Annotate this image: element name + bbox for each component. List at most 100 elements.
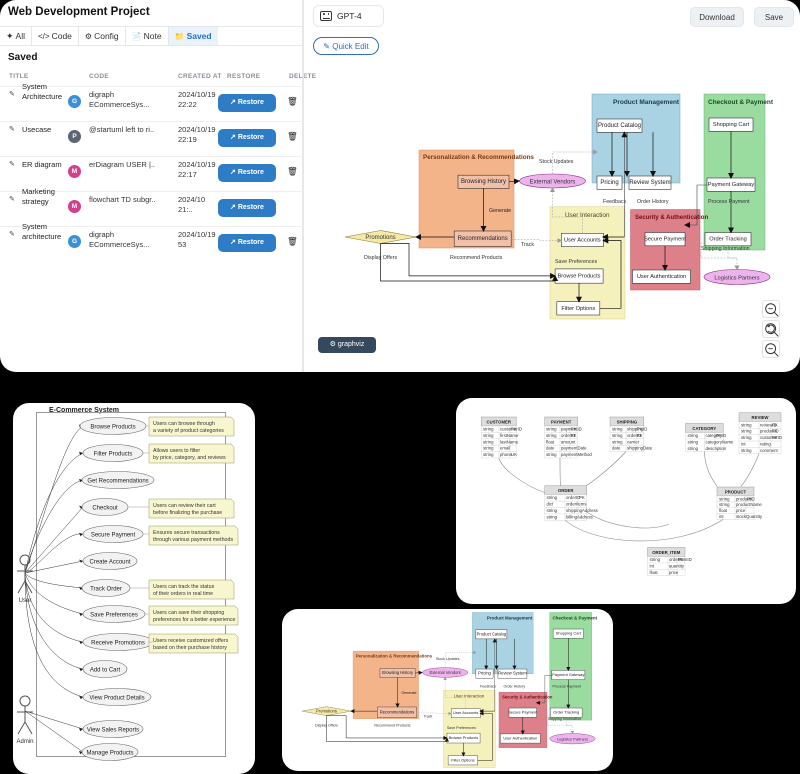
svg-text:Product Catalog: Product Catalog [598,123,641,129]
svg-text:firstName: firstName [500,433,519,438]
svg-text:string: string [741,448,752,453]
svg-text:string: string [483,439,494,444]
svg-text:string: string [741,429,752,434]
svg-text:Allows users to filter: Allows users to filter [153,448,200,454]
svg-text:string: string [546,452,557,457]
svg-text:CUSTOMER: CUSTOMER [486,419,511,424]
svg-text:string: string [483,433,494,438]
svg-text:Feedback: Feedback [603,199,627,205]
svg-text:PAYMENT: PAYMENT [551,419,572,424]
svg-text:PK: PK [772,422,778,427]
svg-text:date: date [546,446,555,451]
svg-text:Shipping Information: Shipping Information [547,717,580,721]
svg-text:string: string [612,439,623,444]
svg-text:string: string [483,452,494,457]
svg-text:Checkout & Payment: Checkout & Payment [552,615,597,620]
svg-text:Shipping Information: Shipping Information [701,246,750,252]
svg-text:Checkout & Payment: Checkout & Payment [708,99,774,106]
svg-text:productName: productName [736,502,762,507]
svg-text:Generate: Generate [489,208,511,214]
svg-text:int: int [719,514,724,519]
svg-text:Recommend Products: Recommend Products [450,255,503,261]
svg-text:User Authentication: User Authentication [637,274,686,280]
svg-text:Users can review their cart: Users can review their cart [153,503,216,509]
svg-text:Checkout: Checkout [92,505,118,511]
svg-text:PK: PK [678,557,684,562]
svg-text:Promotions: Promotions [316,708,337,713]
svg-text:string: string [741,435,752,440]
svg-text:string: string [688,446,699,451]
svg-text:string: string [719,496,730,501]
svg-text:Filter Options: Filter Options [451,757,474,762]
svg-text:Track Order: Track Order [90,586,122,592]
svg-text:Save Preferences: Save Preferences [447,726,476,730]
svg-text:UK: UK [511,452,517,457]
svg-text:Get Recommendations: Get Recommendations [87,478,148,484]
svg-text:Recommend Products: Recommend Products [374,723,410,727]
svg-text:SHIPPING: SHIPPING [617,419,638,424]
svg-text:PK: PK [579,495,585,500]
svg-text:string: string [688,433,699,438]
svg-text:Users can browse through: Users can browse through [153,421,215,427]
svg-text:Track: Track [521,242,534,248]
svg-text:Users can track the status: Users can track the status [153,584,215,590]
svg-text:categoryName: categoryName [706,439,735,444]
svg-text:View Product Details: View Product Details [89,695,144,701]
svg-text:Payment Gateway: Payment Gateway [708,182,755,188]
svg-text:FK: FK [772,429,778,434]
svg-text:Recommendations: Recommendations [458,236,508,242]
svg-text:shippingAddress: shippingAddress [566,508,598,513]
svg-text:User Accounts: User Accounts [564,238,601,244]
svg-text:date: date [612,446,621,451]
svg-text:through various payment method: through various payment methods [153,537,233,543]
svg-text:Filter Products: Filter Products [94,451,133,457]
svg-text:string: string [547,508,558,513]
svg-text:Manage Products: Manage Products [86,750,133,756]
svg-text:based on their purchase histor: based on their purchase history [153,645,227,651]
svg-text:PK: PK [511,427,517,432]
svg-text:int: int [650,563,655,568]
svg-text:View Sales Reports: View Sales Reports [87,727,139,733]
svg-text:float: float [546,439,555,444]
svg-text:string: string [650,557,661,562]
svg-text:stockQuantity: stockQuantity [736,514,763,519]
svg-text:Order History: Order History [637,199,669,205]
svg-text:Promotions: Promotions [365,235,395,241]
svg-text:Pricing: Pricing [478,670,491,675]
svg-text:carrier: carrier [627,439,640,444]
svg-text:Pricing: Pricing [600,180,618,186]
svg-text:Stock Updates: Stock Updates [539,159,574,165]
svg-text:email: email [500,446,510,451]
svg-text:Order Tracking: Order Tracking [709,237,747,243]
svg-text:Process Payment: Process Payment [708,199,750,205]
svg-text:Track: Track [423,714,432,718]
svg-text:Order Tracking: Order Tracking [553,709,579,714]
svg-text:billingAddress: billingAddress [566,514,593,519]
svg-text:Browse Products: Browse Products [448,735,478,740]
svg-text:float: float [650,570,659,575]
svg-text:Filter Options: Filter Options [561,306,595,312]
svg-text:orderItems: orderItems [566,502,587,507]
svg-text:string: string [612,433,623,438]
svg-text:User Interaction: User Interaction [565,212,610,219]
svg-text:Payment Gateway: Payment Gateway [552,672,584,677]
svg-text:lastName: lastName [500,439,519,444]
svg-text:a variety of product categorie: a variety of product categories [153,428,224,434]
svg-text:FK: FK [637,433,643,438]
svg-text:ORDER: ORDER [558,488,574,493]
svg-text:Admin: Admin [16,739,33,745]
svg-text:PK: PK [747,496,753,501]
svg-text:Shopping Cart: Shopping Cart [713,122,750,128]
svg-text:string: string [719,502,730,507]
svg-text:Secure Payment: Secure Payment [644,237,686,243]
svg-text:shippingDate: shippingDate [627,446,653,451]
svg-text:price: price [736,508,746,513]
svg-text:string: string [546,427,557,432]
svg-text:Logistics Partners: Logistics Partners [714,275,759,281]
svg-text:paymentMethod: paymentMethod [561,452,592,457]
svg-text:customerID: customerID [760,435,782,440]
svg-text:FK: FK [772,435,778,440]
svg-text:Browsing History: Browsing History [461,179,506,185]
svg-text:string: string [546,433,557,438]
svg-text:Save Preferences: Save Preferences [555,259,597,265]
